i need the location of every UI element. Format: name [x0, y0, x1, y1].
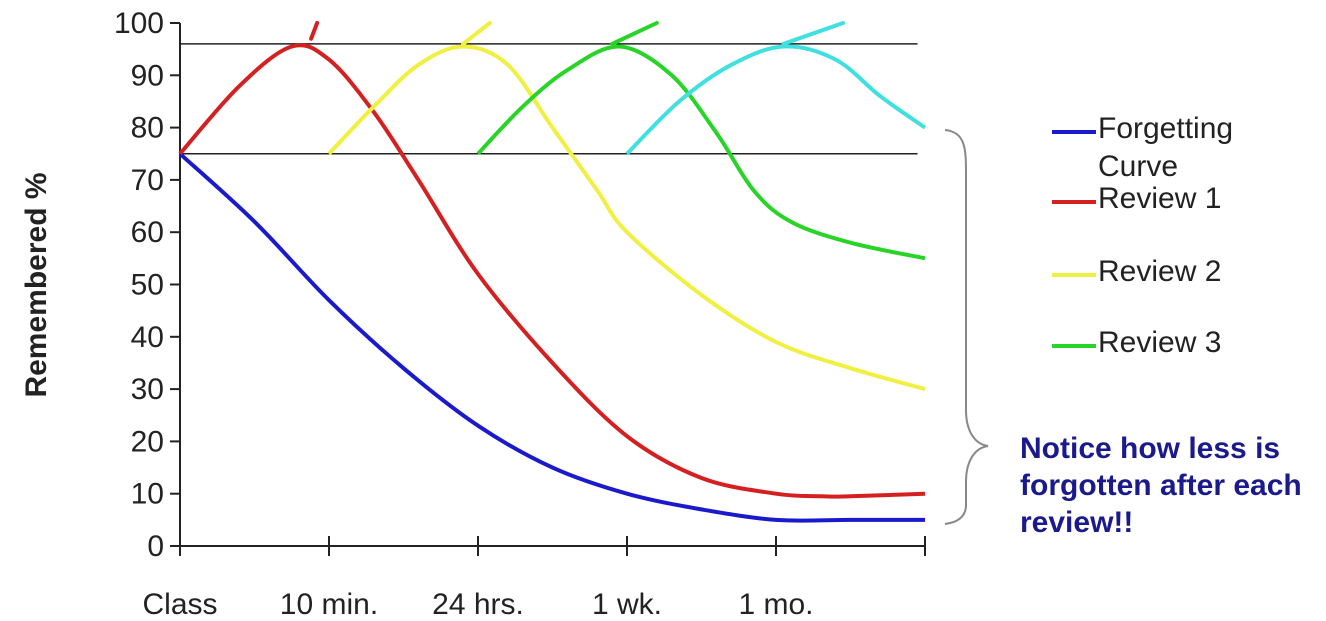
- x-tick-label: 24 hrs.: [432, 588, 524, 621]
- y-tick-label: 80: [131, 112, 164, 145]
- series-line-4: [625, 44, 927, 156]
- legend-label: Review 2: [1098, 255, 1222, 288]
- x-tick-label: 10 min.: [280, 588, 378, 621]
- tick-labels: 0 10 20 30 40 50 60 70 80 90 100 Class 10 min. 24 hrs…: [114, 7, 814, 621]
- y-tick-label: 100: [114, 7, 164, 40]
- y-tick-label: 40: [131, 321, 164, 354]
- review-spike: [309, 21, 320, 41]
- legend-label: Review 3: [1098, 326, 1222, 359]
- review-spike: [461, 21, 492, 46]
- y-tick-label: 50: [131, 269, 164, 302]
- x-tick-label: 1 wk.: [592, 588, 662, 621]
- y-axis-label: Remembered %: [20, 172, 53, 397]
- review-spike: [781, 21, 846, 46]
- legend-label: Review 1: [1098, 182, 1222, 215]
- y-tick-label: 30: [131, 373, 164, 406]
- y-tick-label: 60: [131, 216, 164, 249]
- series-line-3: [476, 44, 926, 261]
- legend-label: Forgetting Curve: [1098, 112, 1234, 183]
- x-tick-label: 1 mo.: [738, 588, 813, 621]
- y-tick-label: 90: [131, 59, 164, 92]
- y-tick-label: 70: [131, 164, 164, 197]
- series-lines: [178, 21, 927, 523]
- axes: [170, 22, 926, 556]
- legend-swatch: [1052, 130, 1096, 134]
- annotation-note: Notice how less is forgotten after each …: [1020, 432, 1302, 539]
- y-tick-label: 0: [147, 530, 164, 563]
- legend-swatch: [1052, 200, 1096, 204]
- x-tick-label: Class: [142, 588, 217, 621]
- series-line-1: [178, 43, 926, 499]
- y-tick-label: 20: [131, 425, 164, 458]
- annotation-brace: [944, 129, 989, 525]
- y-tick-label: 10: [131, 478, 164, 511]
- review-spike: [610, 21, 659, 46]
- reference-lines: [180, 43, 918, 155]
- series-line-2: [327, 44, 926, 392]
- series-line-0: [178, 152, 925, 523]
- legend-swatch: [1052, 344, 1096, 348]
- legend-swatch: [1052, 273, 1096, 277]
